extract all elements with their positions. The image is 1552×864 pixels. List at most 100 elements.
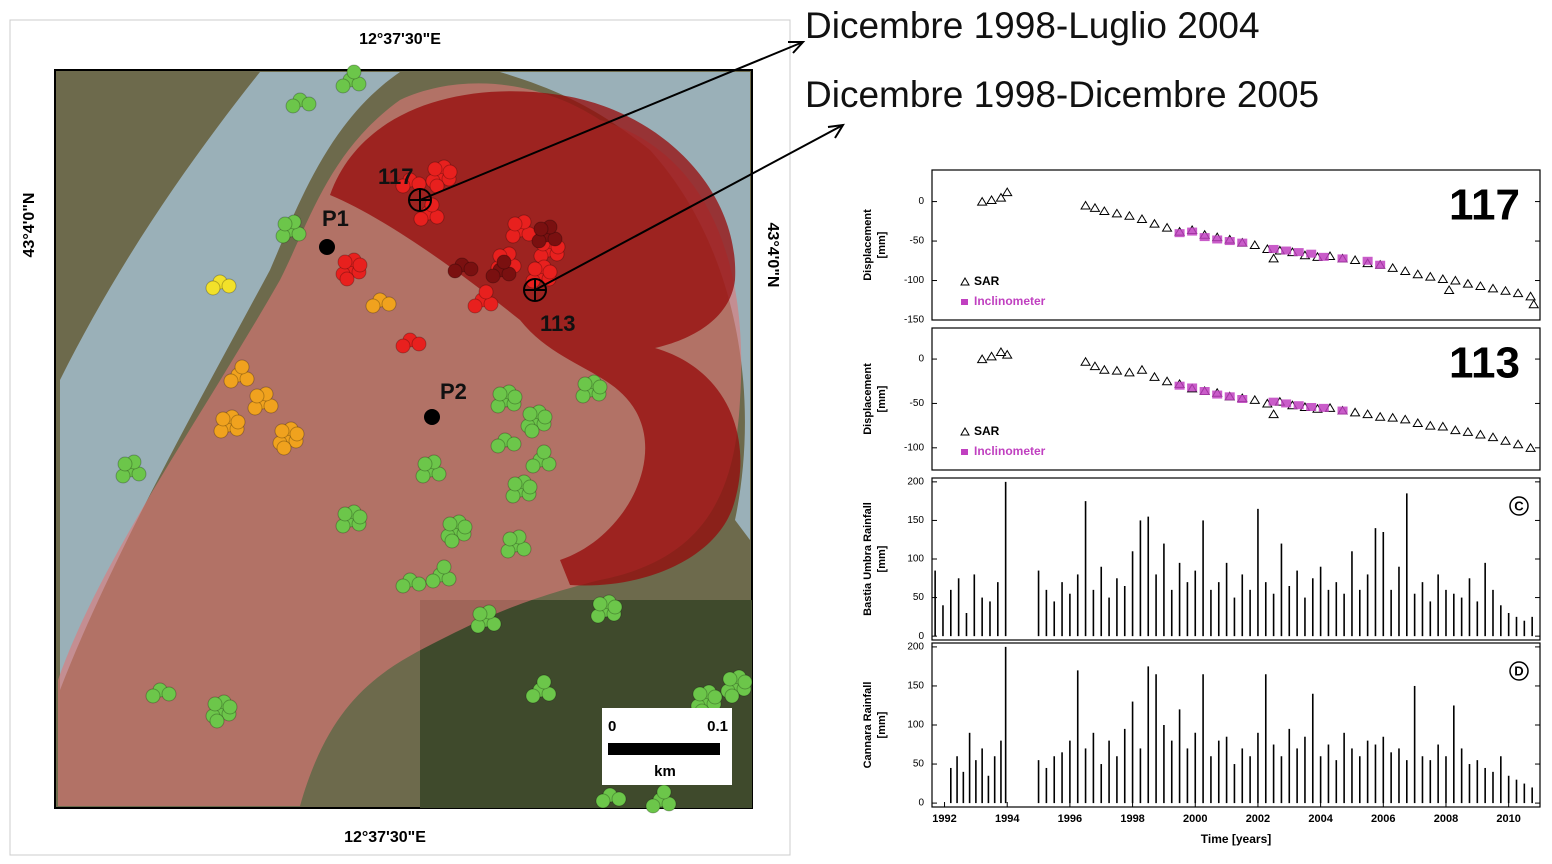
ps-point: [473, 607, 487, 621]
ps-point: [507, 437, 521, 451]
y-tick-label: -100: [904, 275, 924, 286]
ps-point: [596, 794, 610, 808]
legend-symbol: [961, 449, 968, 455]
inclinometer-point: [1237, 239, 1247, 247]
x-tick-label: 2004: [1308, 813, 1333, 825]
y-tick-label: 150: [907, 681, 924, 692]
ps-point: [723, 672, 737, 686]
inclinometer-point: [1281, 399, 1291, 407]
inclinometer-point: [1200, 387, 1210, 395]
ps-point: [437, 560, 451, 574]
inclinometer-point: [1212, 235, 1222, 243]
ps-point: [578, 377, 592, 391]
ps-point: [537, 675, 551, 689]
point-label: 113: [540, 311, 576, 336]
ps-point: [340, 272, 354, 286]
point-label: 117: [378, 164, 414, 189]
inclinometer-point: [1306, 403, 1316, 411]
ps-point: [336, 79, 350, 93]
y-tick-label: 200: [907, 642, 924, 653]
ps-point: [208, 697, 222, 711]
ps-point: [216, 412, 230, 426]
ps-point: [224, 374, 238, 388]
ps-point: [443, 165, 457, 179]
inclinometer-point: [1319, 404, 1329, 412]
x-tick-label: 2000: [1183, 813, 1207, 825]
panel-label: C: [1514, 498, 1524, 513]
ps-point: [353, 510, 367, 524]
ps-point: [286, 99, 300, 113]
ps-point: [206, 281, 220, 295]
ps-point: [646, 799, 660, 813]
x-tick-label: 2006: [1371, 813, 1395, 825]
y-tick-label: 100: [907, 720, 924, 731]
legend-symbol: [961, 299, 968, 305]
y-axis-label: [mm]: [876, 231, 888, 258]
ps-point: [382, 297, 396, 311]
inclinometer-point: [1175, 229, 1185, 237]
ps-point: [448, 264, 462, 278]
y-tick-label: 50: [913, 592, 925, 603]
ps-point: [118, 457, 132, 471]
inclinometer-point: [1294, 248, 1304, 256]
ps-point: [428, 162, 442, 176]
ps-point: [525, 424, 539, 438]
inclinometer-point: [1237, 395, 1247, 403]
map-panel: 117 113 P1 P2 0 0.1 km 12°37'30"E 12°37'…: [10, 20, 843, 855]
point-label: P2: [440, 379, 467, 404]
legend-label: SAR: [974, 274, 1000, 288]
ps-point: [693, 687, 707, 701]
x-tick-label: 1992: [932, 813, 956, 825]
ps-point: [210, 714, 224, 728]
scale-label: 0.1: [707, 718, 728, 735]
y-axis-label: Displacement: [862, 209, 874, 281]
inclinometer-point: [1187, 228, 1197, 236]
inclinometer-point: [1338, 407, 1348, 415]
ps-point: [612, 792, 626, 806]
x-tick-label: 1994: [995, 813, 1020, 825]
charts: -150-100-500Displacement[mm]SARInclinome…: [862, 170, 1540, 846]
ps-point: [491, 439, 505, 453]
ps-point: [493, 387, 507, 401]
inclinometer-point: [1187, 383, 1197, 391]
inclinometer-point: [1269, 398, 1279, 406]
ps-point: [250, 389, 264, 403]
ps-point: [738, 675, 752, 689]
ps-point: [508, 477, 522, 491]
inclinometer-point: [1200, 233, 1210, 241]
ps-point: [277, 441, 291, 455]
ps-point: [445, 534, 459, 548]
y-tick-label: 0: [918, 196, 924, 207]
ps-point: [426, 574, 440, 588]
ps-point: [458, 520, 472, 534]
inclinometer-point: [1175, 382, 1185, 390]
ps-point: [708, 690, 722, 704]
ps-point: [338, 507, 352, 521]
x-tick-label: 1996: [1058, 813, 1082, 825]
legend-label: SAR: [974, 424, 1000, 438]
annotation: Dicembre 1998-Luglio 2004: [805, 5, 1260, 46]
ps-point: [418, 457, 432, 471]
ps-point: [231, 415, 245, 429]
scale-bar: [608, 743, 720, 755]
ps-point: [486, 269, 500, 283]
ps-point: [223, 700, 237, 714]
ps-point: [497, 255, 511, 269]
point-p2: [424, 409, 440, 425]
ps-point: [534, 222, 548, 236]
ps-point: [464, 262, 478, 276]
figure: 117 113 P1 P2 0 0.1 km 12°37'30"E 12°37'…: [0, 0, 1552, 859]
y-tick-label: -50: [910, 236, 925, 247]
y-tick-label: -50: [910, 398, 925, 409]
y-tick-label: 100: [907, 554, 924, 565]
y-tick-label: 0: [918, 631, 924, 642]
ps-point: [508, 217, 522, 231]
y-tick-label: -100: [904, 442, 924, 453]
y-axis-label: [mm]: [876, 711, 888, 738]
ps-point: [235, 360, 249, 374]
x-tick-label: 2010: [1496, 813, 1520, 825]
legend-label: Inclinometer: [974, 444, 1046, 458]
ps-point: [543, 265, 557, 279]
ps-point: [538, 410, 552, 424]
ps-point: [468, 299, 482, 313]
